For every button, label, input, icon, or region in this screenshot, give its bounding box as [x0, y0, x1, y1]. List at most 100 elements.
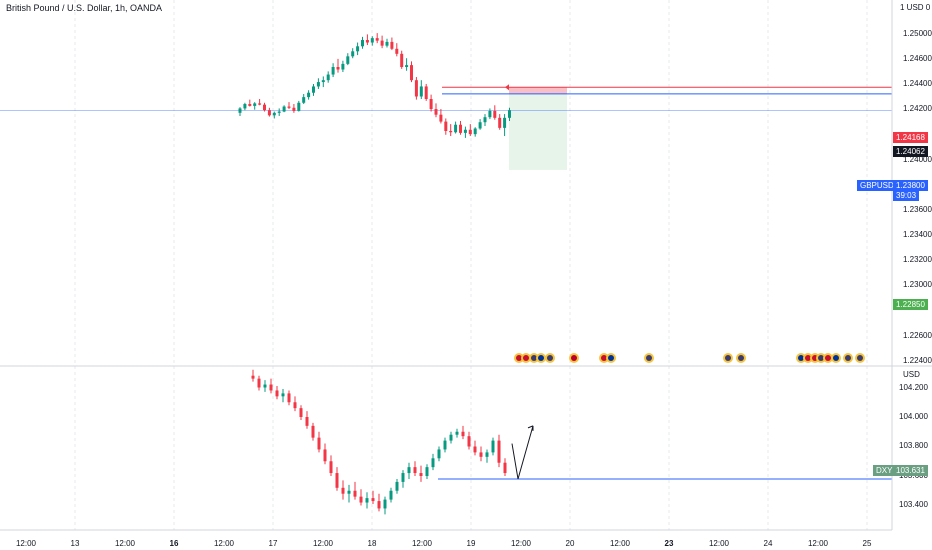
candle-body [361, 40, 364, 47]
candle-body [311, 425, 315, 438]
time-label: 13 [70, 539, 80, 548]
price-tick: 1.25000 [903, 29, 932, 38]
candle-body [491, 440, 495, 453]
projection-path [511, 425, 534, 480]
price-tick: 103.400 [899, 500, 928, 509]
axis-borders [0, 0, 932, 531]
time-label: 24 [763, 539, 773, 548]
price-tick: 1.23400 [903, 230, 932, 239]
candle-body [444, 121, 448, 132]
candle-body [243, 104, 247, 109]
candle-body [400, 53, 404, 68]
candle-body [383, 499, 387, 509]
candle-body [478, 122, 482, 129]
candle-body [485, 452, 489, 457]
candle-body [302, 97, 306, 103]
candle-body [437, 449, 441, 459]
candle-body [329, 461, 333, 474]
candle-body [443, 440, 447, 450]
price-tick: 104.000 [899, 412, 928, 421]
us-flag-icon [725, 355, 731, 361]
candle-body [321, 80, 325, 83]
candle-body [312, 86, 315, 93]
candle-body [277, 111, 281, 113]
candle-body [468, 129, 472, 135]
time-label: 17 [268, 539, 278, 548]
gbpusd-candles [238, 33, 511, 138]
candle-body [429, 99, 433, 110]
gbpusd-price-badge: 1.23800 [893, 180, 928, 191]
economic-events-row[interactable] [514, 353, 865, 363]
price-tick: 1.22400 [903, 356, 932, 365]
candle-body [293, 402, 297, 409]
time-label: 20 [565, 539, 575, 548]
candle-body [292, 107, 296, 111]
time-label: 12:00 [15, 539, 37, 548]
candle-body [380, 40, 384, 46]
eu-flag-icon [833, 355, 839, 361]
gbpusd-symbol-badge: GBPUSD [857, 180, 897, 191]
time-label: 12:00 [312, 539, 334, 548]
candle-body [341, 63, 345, 70]
candle-body [439, 114, 443, 122]
candle-body [263, 104, 266, 111]
candle-body [238, 108, 242, 113]
eu-flag-icon [798, 355, 804, 361]
uk-flag-icon [523, 355, 529, 361]
candle-body [497, 440, 501, 463]
uk-flag-icon [516, 355, 522, 361]
dxy-projection-arrow[interactable] [511, 425, 534, 480]
entry-price-badge: 1.24062 [893, 146, 928, 157]
candle-body [287, 393, 291, 403]
candle-body [272, 112, 276, 116]
candle-body [407, 467, 411, 474]
time-label: 25 [862, 539, 872, 548]
scale-label[interactable]: 1 USD 0 [900, 3, 931, 12]
candle-body [282, 106, 286, 112]
price-tick: 1.23000 [903, 280, 932, 289]
time-label: 18 [367, 539, 377, 548]
candle-body [253, 103, 257, 106]
candle-body [390, 41, 394, 49]
stop-zone [509, 87, 567, 94]
target-zone [509, 93, 567, 170]
candle-body [431, 458, 435, 468]
candle-body [389, 490, 393, 500]
candle-body [323, 449, 327, 462]
candle-body [257, 378, 261, 388]
candle-body [461, 431, 465, 437]
time-label: 12:00 [807, 539, 829, 548]
candle-body [281, 393, 285, 397]
price-tick: 104.200 [899, 383, 928, 392]
time-label: 12:00 [411, 539, 433, 548]
price-tick: 1.23200 [903, 255, 932, 264]
chart-grid [74, 0, 868, 530]
price-tick: 1.24200 [903, 104, 932, 113]
candle-body [336, 67, 340, 70]
candle-body [419, 86, 423, 97]
candle-body [401, 473, 405, 482]
candle-body [434, 109, 438, 115]
long-position-tool[interactable] [509, 87, 567, 170]
uk-flag-icon [825, 355, 831, 361]
candle-body [395, 481, 399, 491]
symbol-title[interactable]: British Pound / U.S. Dollar, 1h, OANDA [6, 3, 163, 13]
candle-body [459, 124, 462, 133]
candle-body [335, 473, 339, 488]
price-lines [0, 84, 892, 480]
time-label: 16 [169, 539, 179, 548]
time-label: 12:00 [708, 539, 730, 548]
candle-body [463, 129, 467, 133]
price-tick: 1.24400 [903, 79, 932, 88]
candle-body [385, 41, 389, 46]
candle-body [267, 110, 271, 116]
candle-body [405, 65, 409, 68]
price-tick: 103.800 [899, 441, 928, 450]
dxy-candles [251, 369, 507, 515]
lower-currency-label: USD [903, 370, 920, 379]
candle-body [297, 102, 301, 111]
uk-flag-icon [601, 355, 607, 361]
candle-body [347, 490, 351, 494]
candle-body [305, 417, 309, 426]
